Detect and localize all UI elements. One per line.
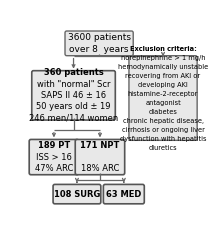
Text: diuretics: diuretics	[149, 144, 177, 150]
FancyBboxPatch shape	[75, 139, 125, 175]
FancyBboxPatch shape	[53, 184, 101, 204]
Text: norepinephrine > 1 mg/h: norepinephrine > 1 mg/h	[121, 55, 205, 60]
FancyBboxPatch shape	[129, 56, 197, 140]
Text: dysfunction with hepatitis: dysfunction with hepatitis	[120, 136, 206, 142]
FancyBboxPatch shape	[29, 139, 79, 175]
Text: 63 MED: 63 MED	[106, 190, 141, 199]
FancyBboxPatch shape	[32, 71, 115, 120]
Text: SAPS II 46 ± 16: SAPS II 46 ± 16	[41, 91, 106, 100]
Text: chronic hepatic disease,: chronic hepatic disease,	[123, 117, 204, 123]
Text: 3600 patients: 3600 patients	[68, 33, 131, 42]
Text: 246 men/114 women: 246 men/114 women	[29, 113, 118, 122]
Text: recovering from AKI or: recovering from AKI or	[125, 73, 201, 79]
Text: ISS > 16: ISS > 16	[36, 153, 72, 162]
Text: with "normal" Scr: with "normal" Scr	[37, 80, 110, 89]
Text: diabetes: diabetes	[149, 109, 178, 114]
Text: over 8  years: over 8 years	[69, 45, 129, 54]
Text: 171 NPT: 171 NPT	[80, 141, 120, 150]
Text: 189 PT: 189 PT	[38, 141, 70, 150]
Text: Exclusion criteria:: Exclusion criteria:	[130, 46, 196, 52]
Text: 50 years old ± 19: 50 years old ± 19	[36, 102, 111, 111]
FancyBboxPatch shape	[103, 184, 144, 204]
Text: 18% ARC: 18% ARC	[81, 164, 119, 173]
Text: histamine-2-receptor: histamine-2-receptor	[128, 90, 198, 96]
FancyBboxPatch shape	[65, 31, 133, 56]
Text: antagonist: antagonist	[145, 100, 181, 106]
Text: 47% ARC: 47% ARC	[35, 164, 73, 173]
Text: hemodynamically unstable: hemodynamically unstable	[118, 63, 208, 70]
Text: 360 patients: 360 patients	[44, 68, 103, 77]
Text: cirrhosis or ongoing liver: cirrhosis or ongoing liver	[122, 126, 204, 133]
Text: developing AKI: developing AKI	[138, 82, 188, 87]
Text: 108 SURG: 108 SURG	[54, 190, 100, 199]
